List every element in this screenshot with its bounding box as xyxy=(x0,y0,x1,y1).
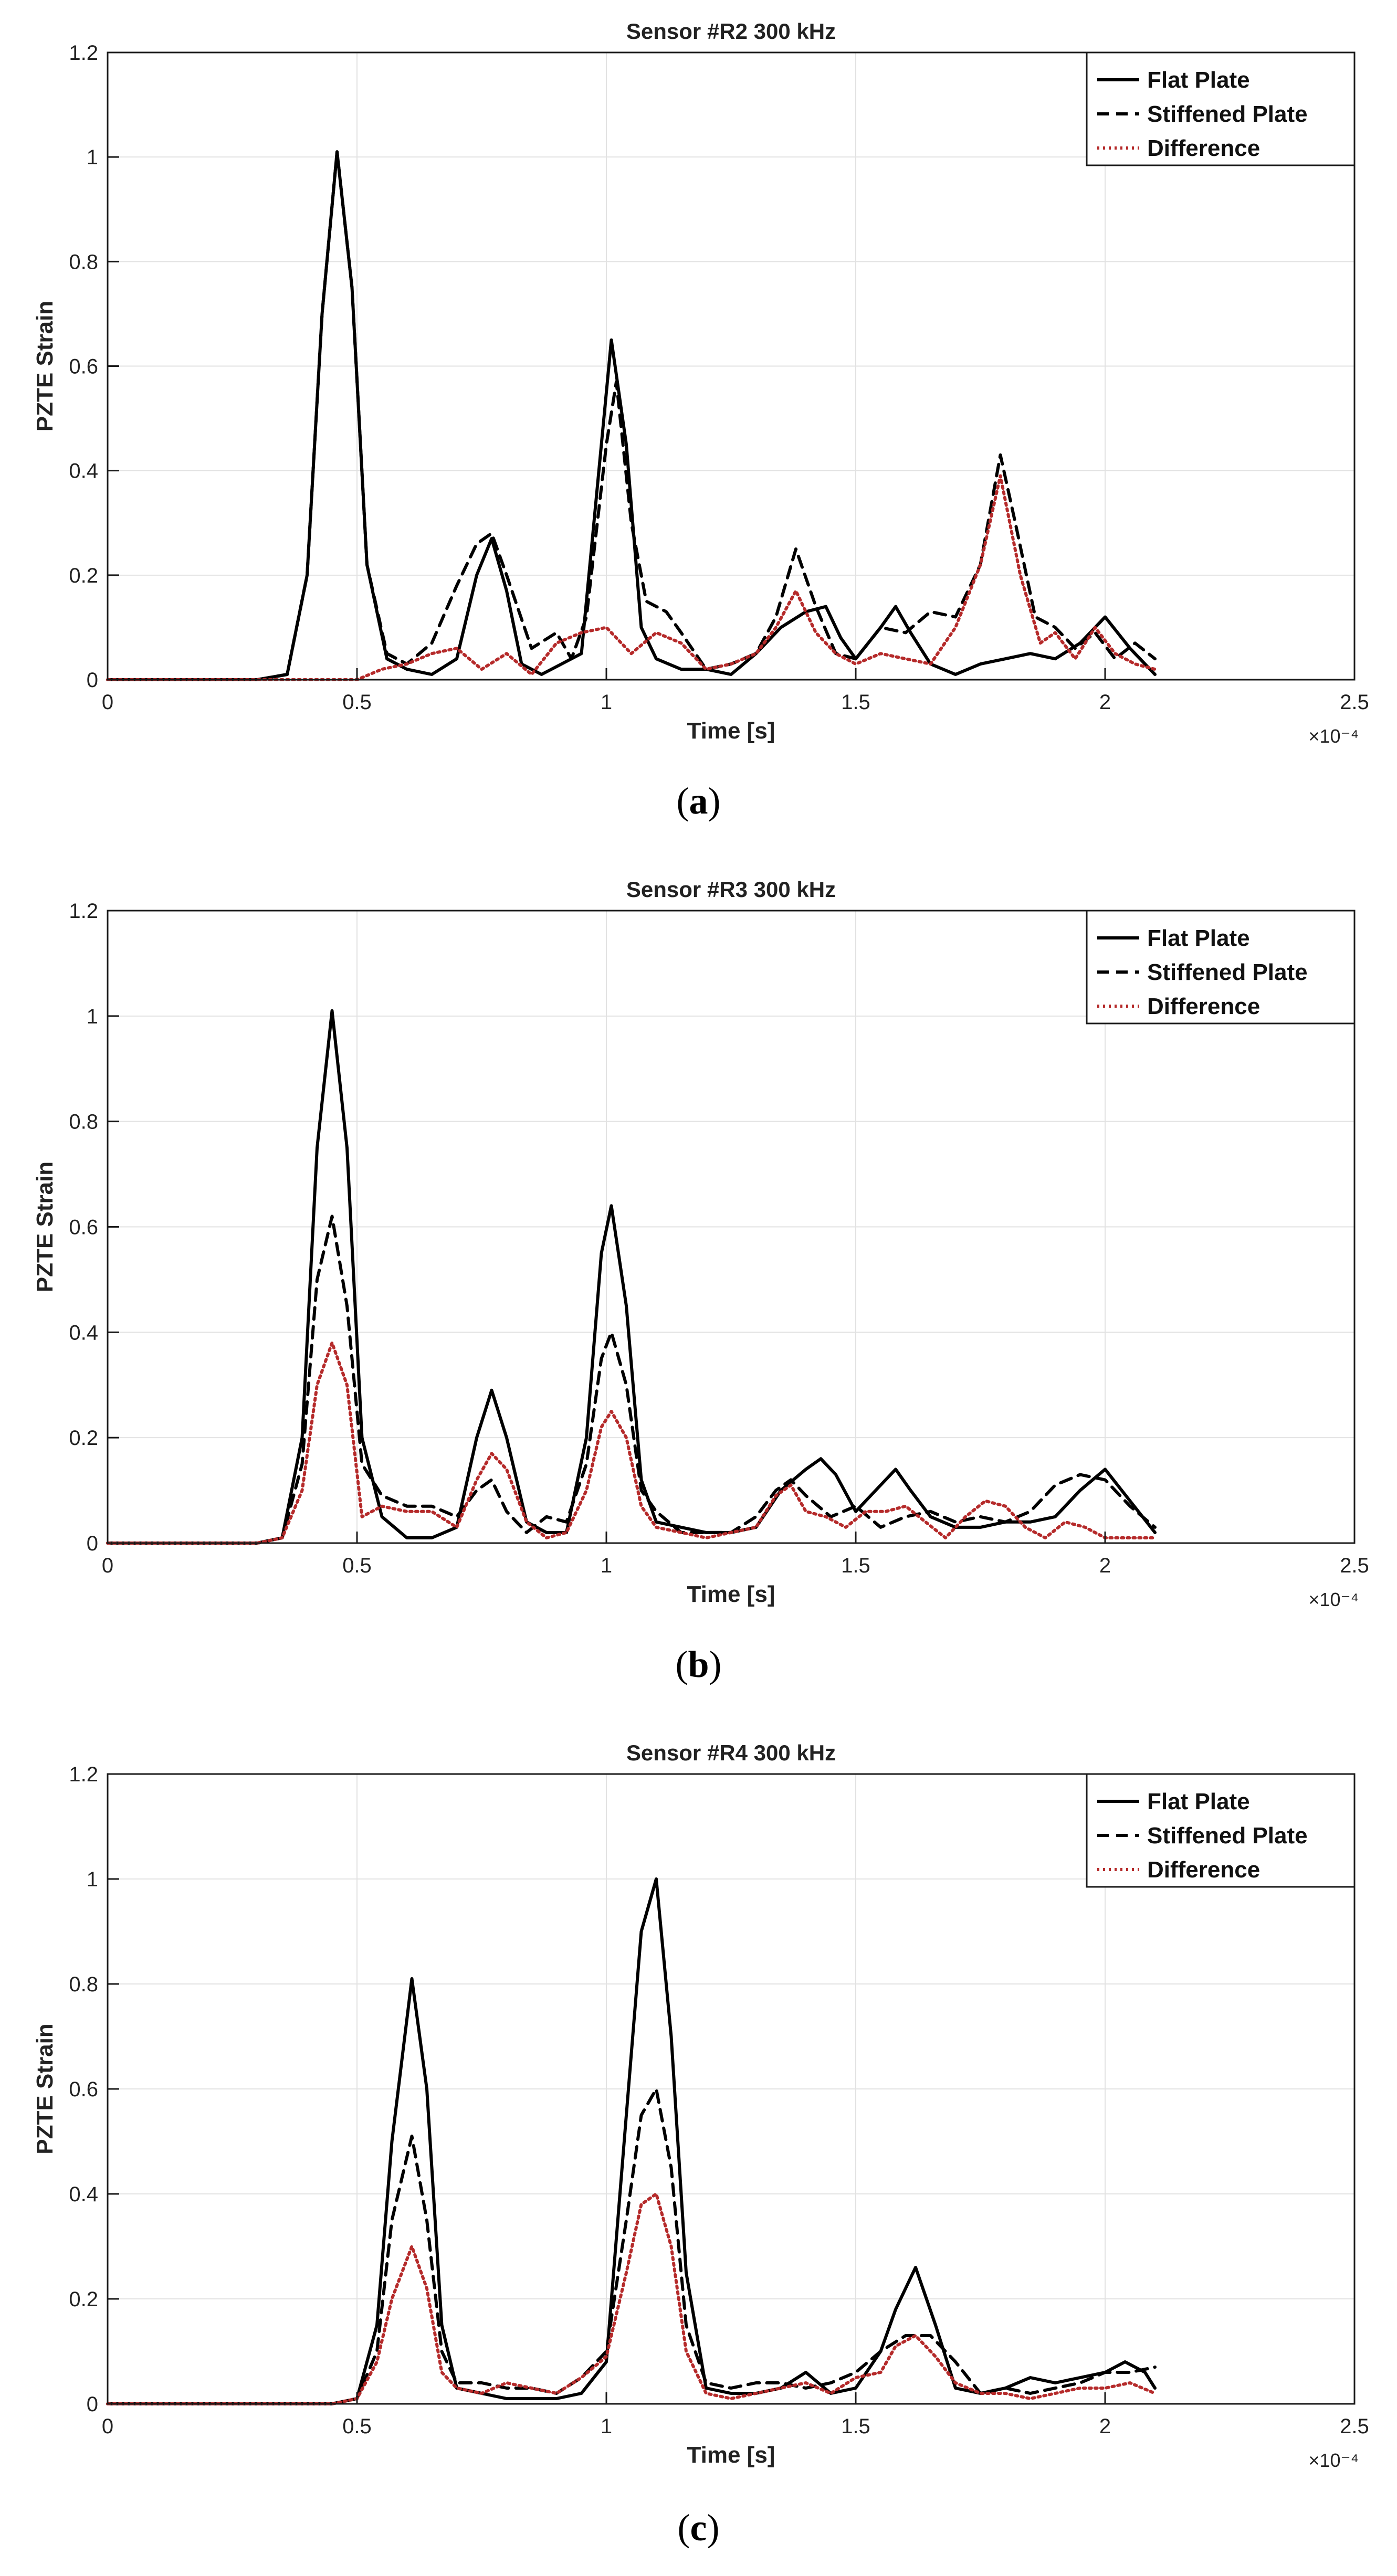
chart-b: 0 0.5 1 1.5 2 2.5 0 0.2 0.4 0.6 0.8 1 1.2 Sensor #R3 … xyxy=(32,877,1369,1610)
y-tick-label-c: 0.8 xyxy=(69,1973,98,1996)
y-tick-label-a: 1.2 xyxy=(69,41,98,65)
chart-c: 0 0.5 1 1.5 2 2.5 0 0.2 0.4 0.6 0.8 1 1.2 Sensor #R4 … xyxy=(32,1740,1369,2471)
chart-title-b: Sensor #R3 300 kHz xyxy=(626,877,836,902)
caption-c-close: ) xyxy=(707,2507,720,2549)
caption-a-open: ( xyxy=(676,780,689,822)
y-tick-label-b: 1.2 xyxy=(69,900,98,923)
chart-a: 0 0.5 1 1.5 2 2.5 0 0.2 0.4 0.6 0.8 1 1.2 Sensor #R2 … xyxy=(32,19,1369,747)
x-tick-label-a: 0 xyxy=(102,691,113,714)
caption-c: (c) xyxy=(0,2506,1397,2550)
legend-label-a-2: Difference xyxy=(1147,135,1260,161)
x-tick-label-c: 0 xyxy=(102,2415,113,2438)
caption-a-letter: a xyxy=(689,780,708,822)
x-tick-label-a: 1 xyxy=(601,691,612,714)
x-axis-label-c: Time [s] xyxy=(687,2442,775,2468)
series-line-b-2 xyxy=(106,1341,1157,1545)
legend-box-b xyxy=(1086,910,1356,1025)
x-tick-label-b: 2 xyxy=(1099,1554,1111,1577)
x-tick-label-a: 0.5 xyxy=(342,691,372,714)
series-line-b-1 xyxy=(106,1215,1157,1545)
y-tick-label-c: 0.6 xyxy=(69,2078,98,2101)
y-tick-label-b: 0 xyxy=(87,1532,98,1555)
legend-label-b-0: Flat Plate xyxy=(1147,925,1250,951)
y-tick-label-a: 0.8 xyxy=(69,250,98,273)
caption-a-close: ) xyxy=(708,780,721,822)
chart-title-c: Sensor #R4 300 kHz xyxy=(626,1740,836,1765)
y-tick-label-c: 0 xyxy=(87,2393,98,2416)
caption-c-open: ( xyxy=(677,2507,690,2549)
y-tick-label-b: 0.4 xyxy=(69,1321,98,1344)
x-tick-label-b: 1.5 xyxy=(841,1554,870,1577)
caption-a: (a) xyxy=(0,779,1397,823)
legend-label-c-1: Stiffened Plate xyxy=(1147,1823,1308,1849)
x-axis-label-b: Time [s] xyxy=(687,1581,775,1607)
series-line-a-1 xyxy=(106,150,1157,681)
legend-label-a-1: Stiffened Plate xyxy=(1147,101,1308,127)
y-tick-label-c: 1.2 xyxy=(69,1763,98,1786)
series-line-c-1 xyxy=(106,2087,1157,2405)
y-tick-label-a: 0 xyxy=(87,669,98,692)
caption-b-letter: b xyxy=(688,1643,709,1685)
chart-title-a: Sensor #R2 300 kHz xyxy=(626,19,836,44)
y-tick-label-a: 1 xyxy=(87,146,98,169)
series-line-c-0 xyxy=(106,1877,1157,2405)
x-tick-label-a: 1.5 xyxy=(841,691,870,714)
x-tick-label-c: 2 xyxy=(1099,2415,1111,2438)
y-tick-label-a: 0.6 xyxy=(69,355,98,378)
y-tick-label-a: 0.4 xyxy=(69,460,98,483)
legend-label-c-2: Difference xyxy=(1147,1857,1260,1883)
y-axis-label-b: PZTE Strain xyxy=(32,1162,58,1292)
x-exponent-label-a: ×10⁻⁴ xyxy=(1308,725,1359,747)
y-axis-label-a: PZTE Strain xyxy=(32,301,58,431)
y-tick-label-c: 0.2 xyxy=(69,2288,98,2311)
x-tick-label-c: 0.5 xyxy=(342,2415,372,2438)
legend-box-c xyxy=(1086,1773,1356,1888)
y-tick-label-c: 0.4 xyxy=(69,2183,98,2206)
legend-box-a xyxy=(1086,51,1356,166)
y-tick-label-b: 0.8 xyxy=(69,1111,98,1134)
legend-label-c-0: Flat Plate xyxy=(1147,1789,1250,1814)
series-line-c-2 xyxy=(106,2192,1157,2405)
y-tick-label-b: 0.6 xyxy=(69,1216,98,1239)
caption-b-close: ) xyxy=(709,1643,722,1685)
x-tick-label-a: 2 xyxy=(1099,691,1111,714)
y-tick-label-c: 1 xyxy=(87,1868,98,1891)
x-tick-label-c: 1 xyxy=(601,2415,612,2438)
y-tick-label-b: 1 xyxy=(87,1005,98,1028)
caption-b: (b) xyxy=(0,1643,1397,1686)
x-tick-label-b: 0.5 xyxy=(342,1554,372,1577)
series-line-a-2 xyxy=(106,474,1157,681)
x-exponent-label-b: ×10⁻⁴ xyxy=(1308,1589,1359,1610)
series-line-a-0 xyxy=(106,150,1157,681)
x-tick-label-a: 2.5 xyxy=(1340,691,1369,714)
x-exponent-label-c: ×10⁻⁴ xyxy=(1308,2450,1359,2471)
x-tick-label-b: 1 xyxy=(601,1554,612,1577)
x-tick-label-c: 1.5 xyxy=(841,2415,870,2438)
x-tick-label-b: 2.5 xyxy=(1340,1554,1369,1577)
x-axis-label-a: Time [s] xyxy=(687,718,775,744)
y-axis-label-c: PZTE Strain xyxy=(32,2023,58,2154)
x-tick-label-b: 0 xyxy=(102,1554,113,1577)
legend-label-a-0: Flat Plate xyxy=(1147,67,1250,93)
caption-b-open: ( xyxy=(675,1643,688,1685)
legend-label-b-2: Difference xyxy=(1147,994,1260,1019)
x-tick-label-c: 2.5 xyxy=(1340,2415,1369,2438)
y-tick-label-b: 0.2 xyxy=(69,1427,98,1450)
y-tick-label-a: 0.2 xyxy=(69,564,98,587)
caption-c-letter: c xyxy=(690,2507,707,2549)
legend-label-b-1: Stiffened Plate xyxy=(1147,959,1308,985)
